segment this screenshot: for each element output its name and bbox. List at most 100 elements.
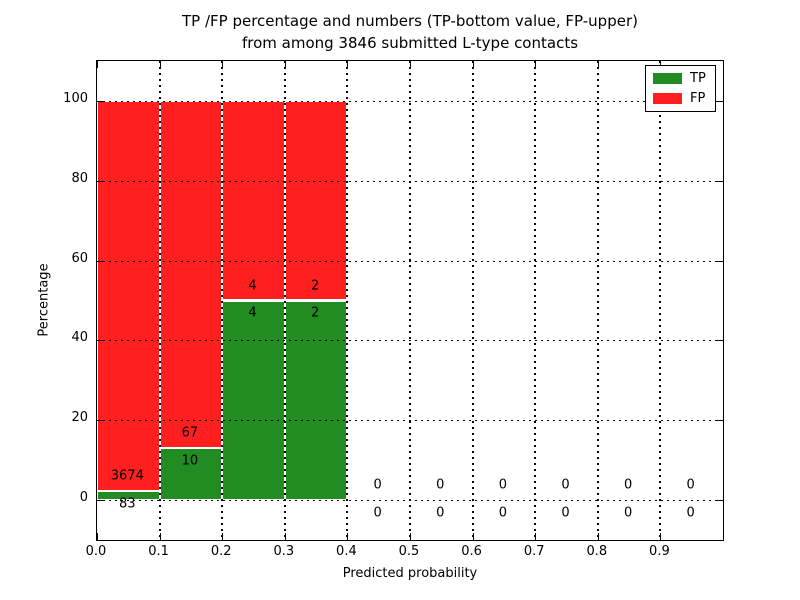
y-tick-right	[716, 260, 723, 262]
x-tick	[597, 533, 599, 540]
x-tick	[222, 533, 224, 540]
y-tick-label: 60	[71, 250, 88, 266]
x-tick-label: 0.4	[336, 544, 357, 559]
y-tick	[97, 420, 104, 422]
x-tick-top	[159, 61, 161, 68]
tp-count-label: 10	[181, 453, 199, 469]
x-tick-top	[410, 61, 411, 68]
y-gridline	[97, 500, 723, 502]
y-gridline	[97, 340, 723, 342]
x-gridline	[471, 61, 474, 540]
y-gridline	[97, 180, 723, 182]
tp-count-label: 2	[310, 305, 320, 321]
x-gridline	[534, 61, 537, 540]
tp-count-label: 0	[623, 505, 633, 521]
y-tick-right	[716, 500, 723, 502]
x-tick-top	[347, 61, 349, 68]
fp-count-label: 0	[623, 477, 633, 493]
x-tick-top	[660, 61, 662, 68]
fp-count-label: 0	[498, 477, 508, 493]
y-tick-right	[716, 100, 723, 102]
fp-count-label: 0	[373, 477, 382, 493]
y-tick-right	[716, 420, 723, 422]
fp-count-label: 0	[686, 477, 695, 493]
y-tick-label: 100	[63, 90, 88, 106]
tp-count-label: 0	[498, 505, 508, 521]
tp-count-label: 83	[119, 496, 136, 512]
chart-title-line2: from among 3846 submitted L-type contact…	[241, 34, 579, 52]
fp-swatch	[653, 93, 682, 104]
y-gridline	[97, 420, 723, 422]
fp-count-label: 2	[310, 278, 320, 294]
chart-title-line1: TP /FP percentage and numbers (TP-bottom…	[182, 12, 638, 30]
y-tick	[97, 100, 104, 102]
x-tick-top	[472, 61, 474, 68]
y-tick-label: 0	[79, 490, 88, 506]
legend-entry-tp: TP	[653, 72, 708, 85]
y-tick	[97, 340, 104, 342]
legend-label: TP	[690, 71, 706, 86]
x-tick-top	[222, 61, 224, 68]
x-gridline	[659, 61, 662, 540]
y-tick-label: 80	[71, 170, 88, 186]
y-tick	[97, 500, 104, 502]
x-tick	[660, 533, 662, 540]
y-axis-label: Percentage	[36, 263, 52, 337]
x-tick-top	[284, 61, 286, 68]
x-gridline	[283, 61, 286, 540]
y-tick-label: 20	[71, 410, 88, 426]
plot-area	[96, 60, 724, 541]
x-tick-label: 0.5	[398, 544, 420, 559]
x-tick	[284, 533, 286, 540]
tp-count-label: 0	[373, 505, 382, 521]
x-gridline	[596, 61, 599, 540]
x-gridline	[158, 61, 161, 540]
fp-count-label: 4	[248, 278, 257, 294]
x-tick-label: 0.6	[461, 544, 482, 559]
x-tick-top	[97, 61, 98, 68]
bar-fp-segment	[97, 100, 160, 492]
fp-count-label: 0	[436, 477, 445, 493]
x-gridline	[221, 61, 224, 540]
x-tick	[410, 533, 411, 540]
tp-count-label: 4	[248, 305, 257, 321]
fp-count-label: 0	[561, 477, 570, 493]
legend: TP FP	[645, 65, 716, 112]
y-gridline	[97, 100, 723, 102]
x-tick	[347, 533, 349, 540]
bar-tp-segment	[222, 300, 285, 501]
x-tick	[159, 533, 161, 540]
tp-count-label: 0	[436, 505, 445, 521]
y-tick-right	[716, 180, 723, 182]
y-tick	[97, 180, 104, 182]
x-axis-label: Predicted probability	[342, 566, 478, 581]
fp-count-label: 3674	[110, 468, 144, 484]
tp-count-label: 0	[686, 505, 695, 521]
x-tick-label: 0.1	[148, 544, 169, 559]
x-tick	[535, 533, 537, 540]
bar-fp-segment	[159, 100, 223, 449]
x-gridline	[409, 61, 411, 540]
x-gridline	[346, 61, 349, 540]
x-tick-label: 0.8	[586, 544, 608, 559]
y-tick-label: 40	[71, 330, 88, 346]
y-tick	[97, 260, 104, 262]
x-tick-label: 0.3	[273, 544, 295, 559]
tp-count-label: 0	[561, 505, 570, 521]
y-gridline	[97, 260, 723, 262]
bar-fp-segment	[222, 100, 285, 301]
tp-swatch	[653, 73, 682, 84]
x-tick-label: 0.9	[649, 544, 670, 559]
bar-tp-segment	[284, 300, 348, 501]
legend-label: FP	[690, 91, 706, 106]
chart-title: TP /FP percentage and numbers (TP-bottom…	[96, 10, 724, 54]
x-tick-top	[597, 61, 599, 68]
x-tick	[97, 533, 98, 540]
y-tick-right	[716, 340, 723, 342]
x-tick	[472, 533, 474, 540]
x-tick-label: 0.2	[210, 544, 232, 559]
x-tick-label: 0.0	[85, 544, 107, 559]
legend-entry-fp: FP	[653, 92, 708, 105]
x-tick-label: 0.7	[523, 544, 545, 559]
